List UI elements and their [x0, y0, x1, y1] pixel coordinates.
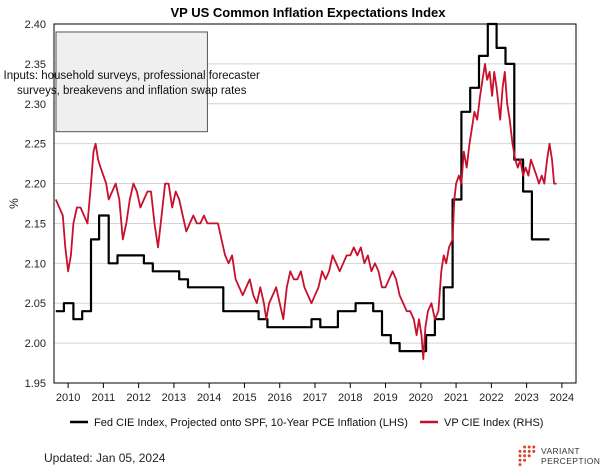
- brand-dot: [527, 449, 531, 453]
- chart-title: VP US Common Inflation Expectations Inde…: [171, 5, 447, 20]
- brand-dot: [518, 458, 522, 462]
- brand-mark-icon: [518, 445, 536, 467]
- series-line-fed-cie: [55, 22, 550, 353]
- x-tick-label: 2021: [444, 392, 468, 404]
- brand-dot: [527, 445, 531, 449]
- y-tick-label: 2.30: [25, 99, 46, 111]
- brand-line-1: VARIANT: [541, 446, 581, 456]
- brand-dot: [532, 445, 536, 449]
- y-axis-label: %: [7, 198, 21, 209]
- brand-dot: [523, 454, 527, 458]
- annotation-text-line: Inputs: household surveys, professional …: [4, 70, 261, 82]
- brand-dot: [523, 445, 527, 449]
- x-tick-label: 2015: [232, 392, 256, 404]
- x-tick-label: 2016: [267, 392, 291, 404]
- y-tick-label: 2.05: [25, 298, 46, 310]
- brand-dot: [527, 454, 531, 458]
- x-tick-label: 2010: [56, 392, 80, 404]
- x-tick-label: 2019: [373, 392, 397, 404]
- y-tick-label: 2.10: [25, 258, 46, 270]
- brand-text: VARIANT PERCEPTION: [541, 446, 600, 466]
- x-tick-label: 2014: [197, 392, 221, 404]
- annotation-text-line: surveys, breakevens and inflation swap r…: [17, 85, 247, 97]
- brand-dot: [523, 449, 527, 453]
- y-tick-label: 1.95: [25, 378, 46, 390]
- x-tick-label: 2018: [338, 392, 362, 404]
- y-tick-label: 2.25: [25, 139, 46, 151]
- x-tick-label: 2020: [409, 392, 433, 404]
- annotation-box: Inputs: household surveys, professional …: [4, 31, 261, 133]
- legend-label: Fed CIE Index, Projected onto SPF, 10-Ye…: [94, 417, 408, 429]
- y-tick-label: 2.00: [25, 338, 46, 350]
- y-tick-label: 2.35: [25, 59, 46, 71]
- y-tick-label: 2.20: [25, 179, 46, 191]
- y-tick-label: 2.15: [25, 218, 46, 230]
- legend: Fed CIE Index, Projected onto SPF, 10-Ye…: [70, 417, 543, 429]
- brand-dot: [518, 463, 522, 467]
- y-tick-label: 2.40: [25, 19, 46, 31]
- updated-note: Updated: Jan 05, 2024: [44, 451, 166, 465]
- brand-dot: [523, 458, 527, 462]
- x-tick-label: 2011: [92, 392, 116, 404]
- x-tick-label: 2013: [162, 392, 186, 404]
- brand-logo: VARIANT PERCEPTION: [516, 444, 612, 470]
- brand-dot: [518, 449, 522, 453]
- x-tick-label: 2023: [514, 392, 538, 404]
- brand-dot: [532, 449, 536, 453]
- annotation-rect: [55, 31, 208, 133]
- axes: 1.95 2.00 2.05 2.10 2.15 2.20 2.25 2.30 2.35 2.40…: [7, 19, 577, 404]
- series-layer: [54, 22, 557, 360]
- legend-label: VP CIE Index (RHS): [444, 417, 543, 429]
- series-line-vp-cie: [54, 63, 557, 360]
- x-tick-label: 2022: [479, 392, 503, 404]
- brand-line-2: PERCEPTION: [541, 456, 601, 466]
- x-tick-label: 2017: [303, 392, 327, 404]
- brand-dot: [518, 454, 522, 458]
- x-tick-label: 2012: [126, 392, 150, 404]
- x-tick-label: 2024: [550, 392, 574, 404]
